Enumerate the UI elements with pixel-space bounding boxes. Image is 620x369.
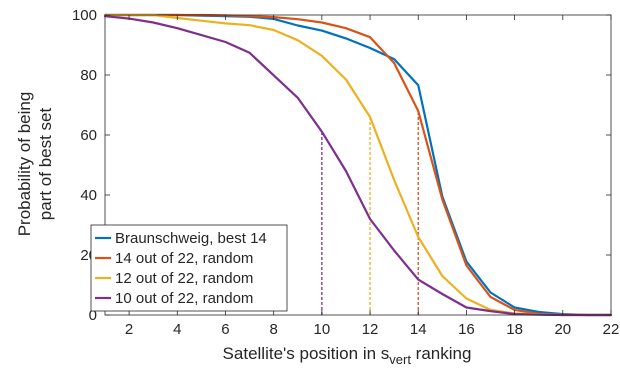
y-tick-label: 80 (80, 67, 97, 84)
x-tick-label: 20 (554, 321, 571, 338)
x-tick-label: 14 (410, 321, 427, 338)
legend-box (90, 224, 288, 312)
x-axis-label: Satellite's position in svert ranking (223, 344, 472, 367)
y-tick-label: 0 (89, 307, 97, 324)
y-tick-label: 100 (72, 7, 97, 24)
series-line-4 (103, 15, 613, 317)
legend-label-4: 10 out of 22, random (115, 290, 253, 307)
axes-frame (104, 14, 612, 316)
y-axis-label-line-1: Probability of being (15, 92, 34, 237)
y-axis-label: Probability of being part of best set (15, 92, 55, 237)
y-tick-label: 40 (80, 187, 97, 204)
x-axis-label-suffix: ranking (411, 344, 471, 363)
legend-label-2: 14 out of 22, random (115, 250, 253, 267)
x-tick-label: 12 (362, 321, 379, 338)
x-tick-label: 22 (603, 321, 620, 338)
x-tick-label: 6 (221, 321, 229, 338)
x-tick-label: 18 (506, 321, 523, 338)
y-tick-label: 60 (80, 127, 97, 144)
x-axis-label-subscript: vert (389, 352, 411, 367)
legend-label-1: Braunschweig, best 14 (115, 230, 267, 247)
x-tick-label: 4 (173, 321, 181, 338)
reference-lines (321, 111, 419, 315)
axes (104, 14, 612, 316)
x-tick-label: 8 (269, 321, 277, 338)
x-tick-labels: 2 4 6 8 10 12 14 16 18 20 22 (125, 321, 619, 338)
y-axis-label-line-2: part of best set (36, 107, 55, 220)
legend: Braunschweig, best 14 14 out of 22, rando… (90, 224, 288, 312)
x-tick-label: 10 (314, 321, 331, 338)
x-tick-label: 16 (458, 321, 475, 338)
legend-label-3: 12 out of 22, random (115, 270, 253, 287)
x-tick-label: 2 (125, 321, 133, 338)
x-axis-label-main: Satellite's position in s (223, 344, 390, 363)
